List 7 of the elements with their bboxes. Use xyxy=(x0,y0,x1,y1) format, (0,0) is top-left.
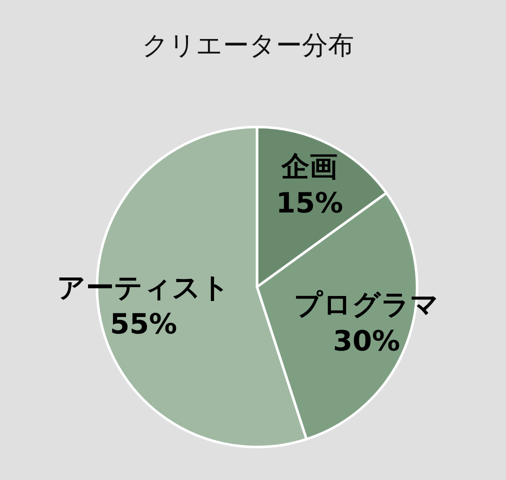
data-label: 55% xyxy=(110,307,178,340)
chart-title: クリエーター分布 xyxy=(142,31,354,62)
slice-label: 企画 xyxy=(280,150,338,183)
slice-label: アーティスト xyxy=(57,271,230,304)
data-label: 15% xyxy=(276,186,344,220)
data-label: 30% xyxy=(332,324,400,358)
slice-label: プログラマ xyxy=(294,288,439,321)
